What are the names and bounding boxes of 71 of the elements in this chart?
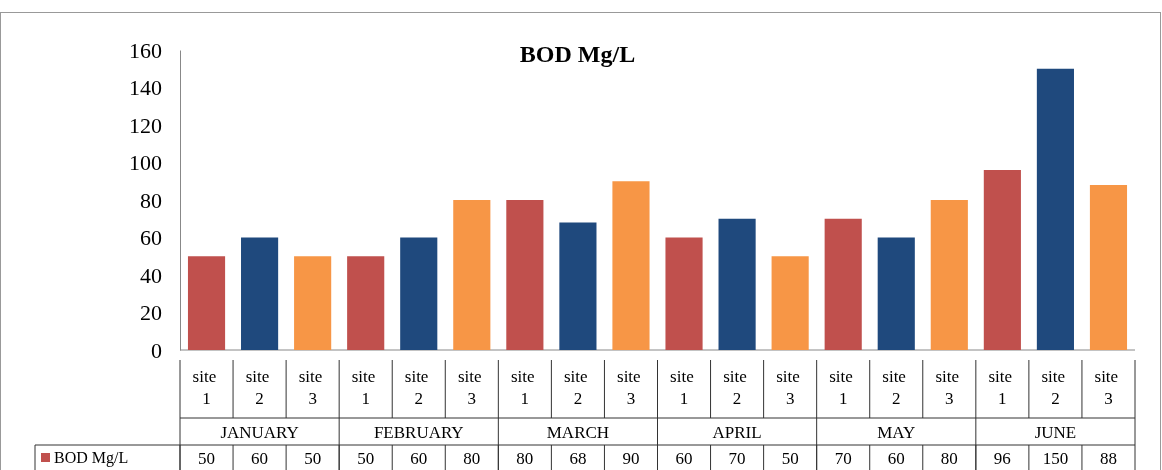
bar	[241, 237, 279, 350]
x-tick-label: site 2	[245, 367, 274, 408]
y-tick-label: 140	[129, 75, 162, 101]
x-tick-label: site 2	[404, 367, 433, 408]
data-label: 80	[516, 449, 534, 468]
bar	[187, 256, 226, 350]
data-label: 50	[781, 449, 799, 468]
bar	[877, 237, 915, 350]
text: MARCH	[546, 423, 610, 442]
x-tick-label: site 3	[935, 367, 964, 408]
y-tick-label: 80	[140, 187, 162, 213]
x-tick-label: site 2	[882, 367, 911, 408]
data-label: 70	[834, 449, 852, 468]
bar	[294, 256, 332, 350]
bar	[983, 170, 1021, 350]
x-tick-label: site 1	[829, 367, 858, 408]
bar	[771, 256, 809, 350]
bar	[1036, 68, 1074, 350]
data-label: 68	[569, 449, 587, 468]
data-label: 80	[463, 449, 481, 468]
data-label: 60	[251, 449, 269, 468]
bar	[400, 237, 438, 350]
x-tick-label: site 3	[457, 367, 486, 408]
x-tick-label: site 3	[776, 367, 805, 408]
x-tick-label: site 1	[351, 367, 380, 408]
x-tick-label: site 1	[670, 367, 698, 408]
data-label: 50	[357, 449, 375, 468]
x-tick-label: site 2	[563, 367, 592, 408]
data-label: 50	[198, 449, 216, 468]
data-label: 60	[675, 449, 693, 468]
bar	[665, 237, 703, 350]
bar	[612, 181, 650, 350]
data-label: 60	[410, 449, 428, 468]
text: JANUARY	[220, 423, 299, 442]
x-tick-label: site 1	[988, 367, 1017, 408]
chart-title: BOD Mg/L	[519, 41, 636, 67]
x-tick-label: site 1	[192, 367, 221, 408]
bar	[506, 200, 544, 350]
data-label: 96	[993, 449, 1011, 468]
data-label: 50	[304, 449, 322, 468]
y-tick-label: 160	[129, 37, 162, 63]
bar	[347, 256, 385, 350]
text: MAY	[877, 423, 916, 442]
data-label: 150	[1042, 449, 1069, 468]
data-label: 90	[622, 449, 640, 468]
bar	[930, 200, 968, 350]
legend-label: BOD Mg/L	[54, 449, 129, 467]
y-tick-label: 20	[140, 300, 162, 326]
bar	[718, 218, 756, 350]
x-tick-label: site 3	[298, 367, 327, 408]
y-tick-label: 60	[140, 225, 162, 251]
data-label: 80	[940, 449, 958, 468]
bar	[824, 218, 862, 350]
text: JUNE	[1034, 423, 1077, 442]
bar	[559, 222, 597, 350]
y-tick-label: 100	[129, 150, 162, 176]
x-tick-label: site 1	[510, 367, 539, 408]
data-label: 70	[728, 449, 746, 468]
text: FEBRUARY	[373, 423, 464, 442]
data-label: 88	[1099, 449, 1117, 468]
bar	[1089, 185, 1128, 350]
x-tick-label: site 3	[617, 367, 645, 408]
x-tick-label: site 3	[1094, 367, 1123, 408]
x-tick-label: site 2	[1041, 367, 1070, 408]
x-tick-label: site 2	[723, 367, 752, 408]
data-label: 60	[887, 449, 905, 468]
y-tick-label: 40	[140, 262, 162, 288]
y-tick-label: 0	[151, 337, 162, 363]
bar	[453, 200, 491, 350]
text: APRIL	[712, 423, 762, 442]
y-tick-label: 120	[129, 112, 162, 138]
